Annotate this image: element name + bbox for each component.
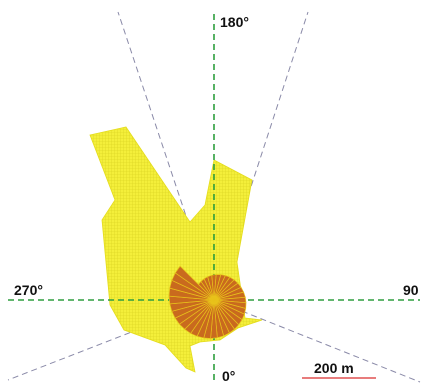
ray-wsw [7, 299, 215, 381]
label-0: 0° [222, 368, 235, 384]
visible-area [89, 126, 263, 373]
label-180: 180° [220, 14, 249, 30]
spiral-fan [168, 265, 247, 339]
label-270: 270° [14, 282, 43, 298]
scale-bar-label: 200 m [314, 360, 354, 376]
ray-ese [213, 299, 421, 383]
label-90: 90 [403, 282, 419, 298]
scale-bar: 200 m [302, 360, 376, 379]
spiral-segment [174, 265, 215, 301]
